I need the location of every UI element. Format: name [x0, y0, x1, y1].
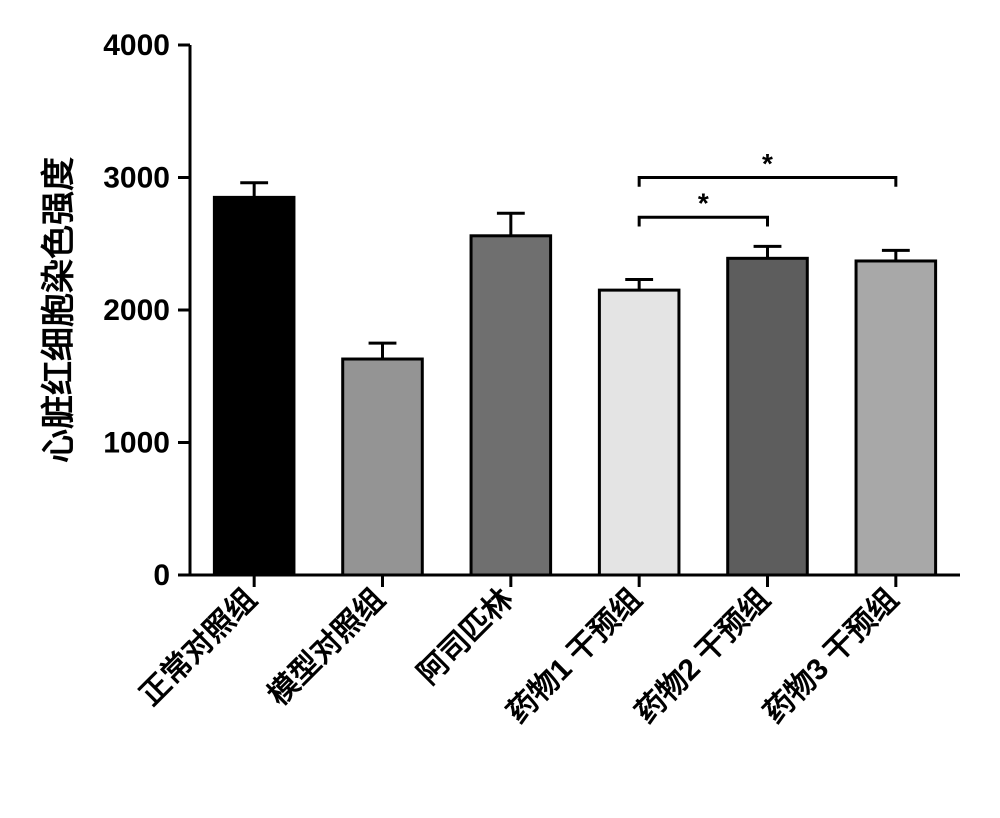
y-tick-label: 0: [153, 559, 170, 592]
significance-star: *: [762, 148, 773, 179]
bar: [214, 197, 294, 575]
bar: [343, 359, 423, 575]
x-tick-label: 药物3 干预组: [757, 582, 905, 730]
x-tick-label: 药物1 干预组: [500, 582, 648, 730]
bar: [728, 258, 808, 575]
x-tick-label: 正常对照组: [133, 582, 263, 712]
x-tick-label: 药物2 干预组: [629, 582, 777, 730]
chart-container: 0 1000 2000 3000 4000 心脏红细胞染色强度正常对照组模型对照组阿司匹林…: [0, 0, 1000, 818]
y-tick-label: 4000: [103, 29, 170, 62]
y-tick-label: 2000: [103, 294, 170, 327]
y-tick-label: 1000: [103, 427, 170, 460]
significance-bracket: [639, 178, 896, 187]
bar: [856, 261, 936, 575]
x-tick-label: 模型对照组: [261, 582, 391, 712]
bar: [599, 290, 679, 575]
bar-chart: 0 1000 2000 3000 4000 心脏红细胞染色强度正常对照组模型对照组阿司匹林…: [0, 0, 1000, 818]
bar: [471, 236, 551, 575]
significance-star: *: [698, 188, 709, 219]
y-tick-label: 3000: [103, 162, 170, 195]
significance-bracket: [639, 217, 767, 226]
x-tick-label: 阿司匹林: [412, 583, 520, 691]
y-axis-label: 心脏红细胞染色强度: [40, 157, 78, 463]
